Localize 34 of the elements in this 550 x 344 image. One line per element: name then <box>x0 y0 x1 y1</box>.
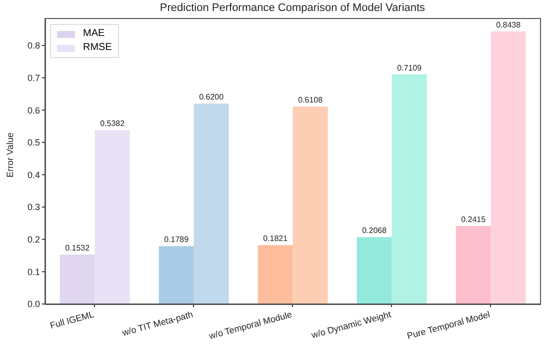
y-tick-label: 0.5 <box>27 138 40 148</box>
legend-label: MAE <box>83 27 105 41</box>
y-tick-label: 0.0 <box>27 299 40 310</box>
bar <box>392 74 427 304</box>
y-tick-label: 0.1 <box>27 266 40 277</box>
x-tick-label: Pure Temporal Model <box>406 309 492 342</box>
x-tick-label: w/o Dynamic Weight <box>309 309 392 340</box>
bar <box>258 245 293 304</box>
y-tick-label: 0.8 <box>27 40 40 51</box>
chart-title: Prediction Performance Comparison of Model Variants <box>158 2 426 14</box>
data-label: 0.1532 <box>65 243 90 252</box>
bar <box>292 106 328 304</box>
y-tick-label: 0.3 <box>27 202 40 212</box>
y-tick-label: 0.4 <box>27 170 40 180</box>
y-tick-label: 0.6 <box>27 105 40 116</box>
data-label: 0.5382 <box>100 119 126 128</box>
bar <box>158 246 194 304</box>
x-tick-label: Full IGEML <box>48 309 96 331</box>
bar <box>194 104 229 304</box>
data-label: 0.2415 <box>461 214 486 224</box>
legend-label: RMSE <box>83 41 112 55</box>
data-label: 0.7109 <box>397 63 422 72</box>
bar <box>490 31 526 304</box>
data-label: 0.1821 <box>263 234 288 244</box>
data-label: 0.6108 <box>298 96 324 105</box>
y-tick-label: 0.2 <box>27 234 40 245</box>
data-label: 0.8438 <box>496 20 522 30</box>
data-label: 0.1789 <box>164 235 190 244</box>
y-tick-label: 0.7 <box>27 72 40 83</box>
y-axis-title: Error Value <box>5 132 15 180</box>
data-label: 0.6200 <box>199 92 224 102</box>
bar <box>456 226 491 304</box>
bar <box>356 237 392 304</box>
data-label: 0.2068 <box>362 226 388 236</box>
